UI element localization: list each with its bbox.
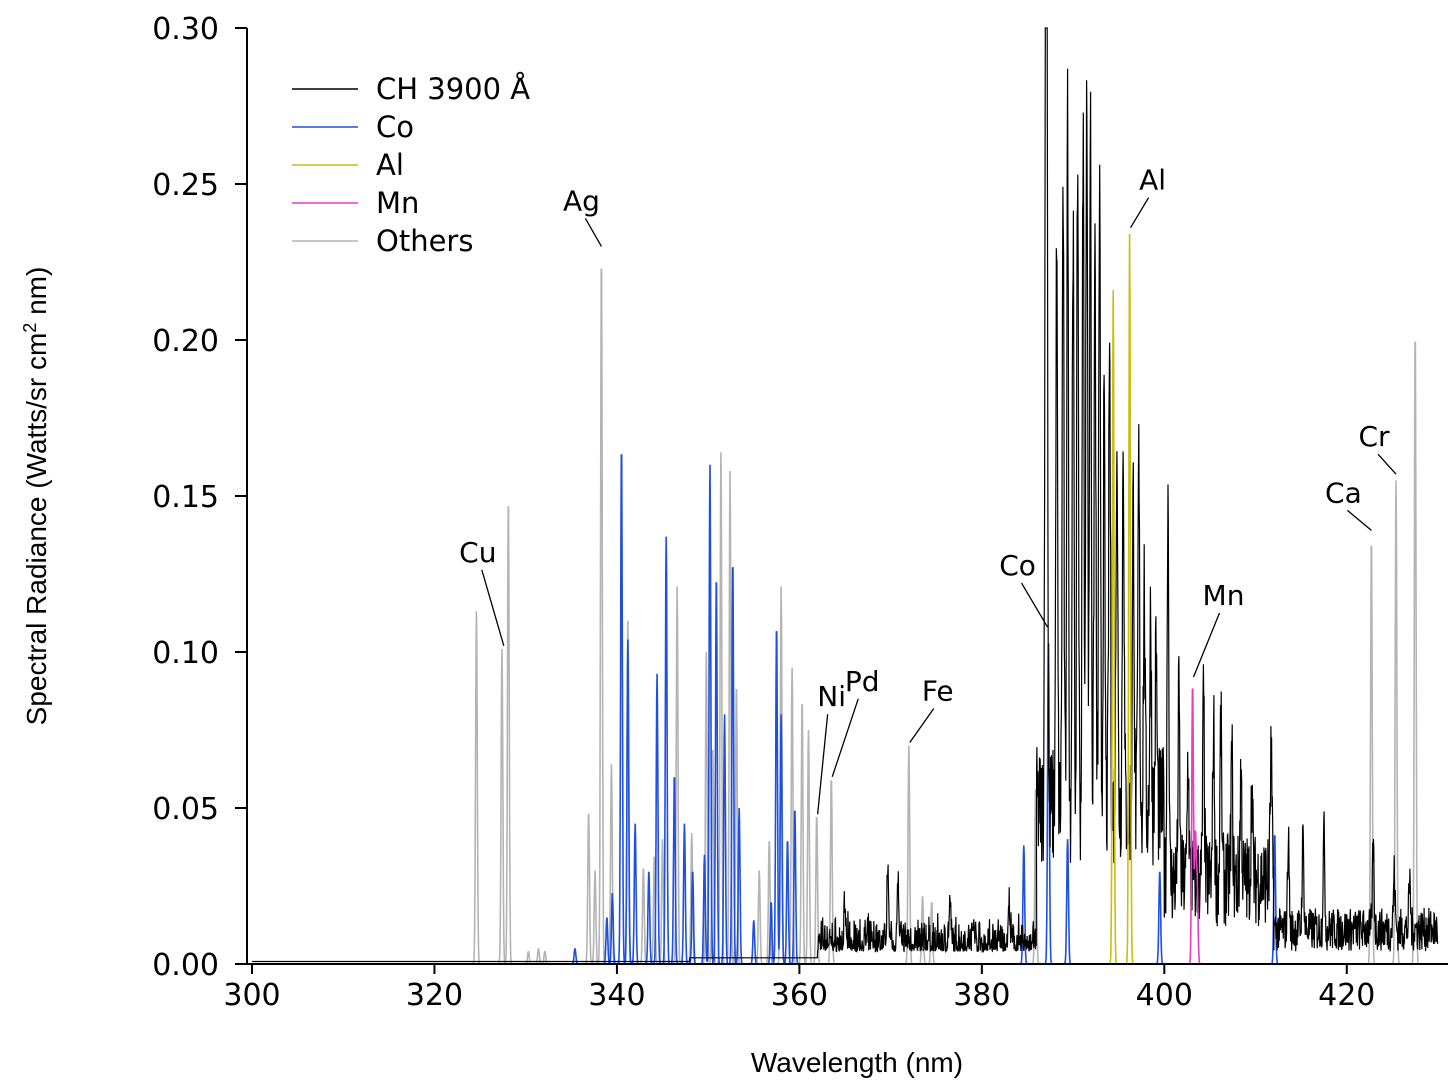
- y-tick-label-3: 0.15: [152, 480, 219, 515]
- legend-label-2: Al: [376, 148, 404, 182]
- annotation-leader-7: [1192, 612, 1221, 678]
- annotation-label-2: Ni: [817, 680, 846, 713]
- y-axis-title-main: Spectral Radiance (Watts/sr cm: [21, 333, 52, 726]
- x-tick-label-1: 320: [406, 978, 463, 1013]
- annotation-leader-2: [816, 714, 829, 815]
- y-tick-label-1: 0.05: [152, 792, 219, 827]
- annotation-leader-9: [1377, 453, 1397, 475]
- x-tick-label-4: 380: [953, 978, 1010, 1013]
- legend: CH 3900 Å Co Al Mn Others: [292, 72, 530, 258]
- x-tick-label-0: 300: [223, 978, 280, 1013]
- x-axis-title: Wavelength (nm): [751, 1047, 963, 1078]
- annotation-label-8: Ca: [1325, 476, 1362, 509]
- annotation-label-7: Mn: [1203, 579, 1245, 612]
- annotation-leader-6: [1129, 197, 1150, 229]
- annotation-label-9: Cr: [1359, 420, 1391, 453]
- axes: [246, 28, 1448, 965]
- y-tick-label-6: 0.30: [152, 12, 219, 47]
- annotation-leader-8: [1346, 509, 1372, 531]
- annotation-leader-5: [1020, 582, 1049, 628]
- legend-label-0: CH 3900 Å: [376, 72, 530, 106]
- legend-label-4: Others: [376, 224, 473, 258]
- series-line-3: [252, 688, 1438, 965]
- y-tick-label-2: 0.10: [152, 636, 219, 671]
- y-tick-label-4: 0.20: [152, 324, 219, 359]
- annotation-leader-0: [481, 569, 505, 646]
- series-line-2: [252, 233, 1438, 965]
- y-axis-title-tail: nm): [21, 267, 52, 323]
- annotation-leader-3: [831, 698, 859, 778]
- annotation-leader-4: [909, 708, 935, 743]
- y-tick-label-0: 0.00: [152, 948, 219, 983]
- annotation-label-6: Al: [1139, 164, 1166, 197]
- annotation-label-1: Ag: [563, 184, 600, 217]
- annotation-label-4: Fe: [922, 674, 954, 707]
- y-axis-title: Spectral Radiance (Watts/sr cm2 nm): [20, 267, 52, 726]
- ticks: 300 320 340 360 380 400 420 0.00 0.05 0.10 0.15 0.2…: [152, 12, 1375, 1013]
- y-axis-title-sup: 2: [20, 323, 40, 333]
- series-line-4: [252, 27, 1439, 963]
- x-tick-label-3: 360: [771, 978, 828, 1013]
- legend-label-1: Co: [376, 110, 414, 144]
- annotation-label-0: Cu: [459, 536, 496, 569]
- series-layer: [252, 27, 1439, 966]
- legend-label-3: Mn: [376, 186, 419, 220]
- annotation-label-5: Co: [999, 549, 1036, 582]
- annotation-leader-1: [584, 218, 602, 247]
- x-tick-label-2: 340: [588, 978, 645, 1013]
- series-line-0: [252, 268, 1438, 966]
- x-tick-label-5: 400: [1136, 978, 1193, 1013]
- x-tick-label-6: 420: [1318, 978, 1375, 1013]
- y-tick-label-5: 0.25: [152, 168, 219, 203]
- annotation-label-3: Pd: [845, 665, 880, 698]
